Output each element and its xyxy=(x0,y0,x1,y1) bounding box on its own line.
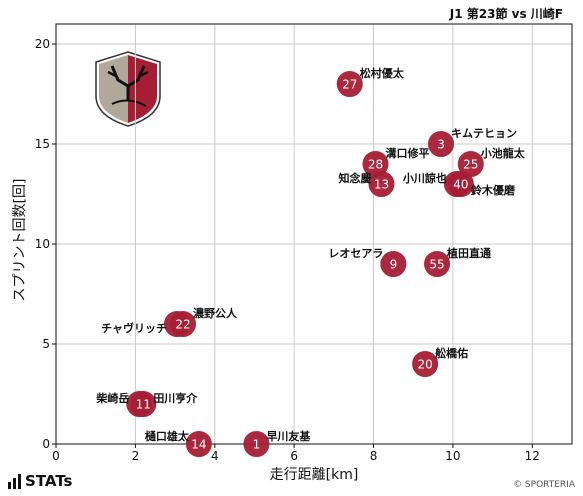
x-tick-label: 10 xyxy=(445,449,460,463)
player-name-label: 柴崎岳 xyxy=(95,391,129,405)
player-number: 13 xyxy=(374,178,389,192)
x-tick-label: 12 xyxy=(525,449,540,463)
player-number: 55 xyxy=(429,258,444,272)
x-axis-label: 走行距離[km] xyxy=(270,466,359,483)
player-number: 9 xyxy=(390,258,398,272)
player-point xyxy=(130,391,157,417)
x-tick-label: 6 xyxy=(290,449,298,463)
player-point xyxy=(336,71,363,97)
y-tick-label: 20 xyxy=(35,37,50,51)
player-name-label: 小池龍太 xyxy=(480,146,526,160)
player-name-label: 鈴木優磨 xyxy=(471,183,516,197)
player-point xyxy=(447,171,474,197)
brand-label: STATs xyxy=(25,472,73,490)
player-number: 1 xyxy=(253,438,261,452)
player-number: 25 xyxy=(463,158,478,172)
stats-bars-icon xyxy=(8,473,21,489)
player-point xyxy=(368,171,395,197)
x-tick-label: 4 xyxy=(211,449,219,463)
player-name-label: 舩橋佑 xyxy=(435,346,468,360)
y-tick-label: 0 xyxy=(42,437,50,451)
player-point xyxy=(412,351,439,377)
player-point xyxy=(185,431,212,457)
player-point xyxy=(380,251,407,277)
player-name-label: 田川亨介 xyxy=(153,391,198,405)
credit-text: © SPORTERIA xyxy=(513,480,575,490)
player-name-label: 早川友基 xyxy=(266,429,311,443)
plot-frame xyxy=(55,23,573,445)
player-point xyxy=(424,251,451,277)
x-tick-label: 0 xyxy=(52,449,60,463)
player-name-label: 植田直通 xyxy=(446,246,491,260)
player-name-label: キムテヒョン xyxy=(451,127,517,140)
player-name-label: 知念慶 xyxy=(337,171,371,185)
y-tick-label: 5 xyxy=(42,337,50,351)
y-tick-label: 15 xyxy=(35,137,50,151)
player-name-label: 濃野公人 xyxy=(193,306,238,320)
x-tick-label: 2 xyxy=(132,449,140,463)
player-point xyxy=(170,311,197,337)
player-number: 3 xyxy=(437,138,445,152)
player-number: 14 xyxy=(191,438,206,452)
x-tick-label: 8 xyxy=(370,449,378,463)
player-number: 27 xyxy=(342,78,357,92)
player-number: 40 xyxy=(453,178,468,192)
player-name-label: 溝口修平 xyxy=(386,146,430,160)
player-point xyxy=(428,131,455,157)
y-tick-label: 10 xyxy=(35,237,50,251)
player-name-label: 小川諒也 xyxy=(402,171,447,185)
player-point xyxy=(243,431,270,457)
player-number: 20 xyxy=(417,358,432,372)
player-number: 11 xyxy=(136,398,151,412)
player-name-label: 松村優太 xyxy=(360,66,405,80)
player-number: 22 xyxy=(175,318,190,332)
player-name-label: チャヴリッチ xyxy=(101,321,167,335)
match-title: J1 第23節 vs 川崎F xyxy=(449,7,563,21)
y-axis-label: スプリント回数[回] xyxy=(12,179,28,302)
player-name-label: 樋口雄太 xyxy=(145,429,190,443)
stats-brand: STATs xyxy=(8,472,72,490)
player-name-label: レオセアラ xyxy=(328,247,383,260)
club-crest-logo xyxy=(95,51,161,127)
player-number: 28 xyxy=(368,158,383,172)
